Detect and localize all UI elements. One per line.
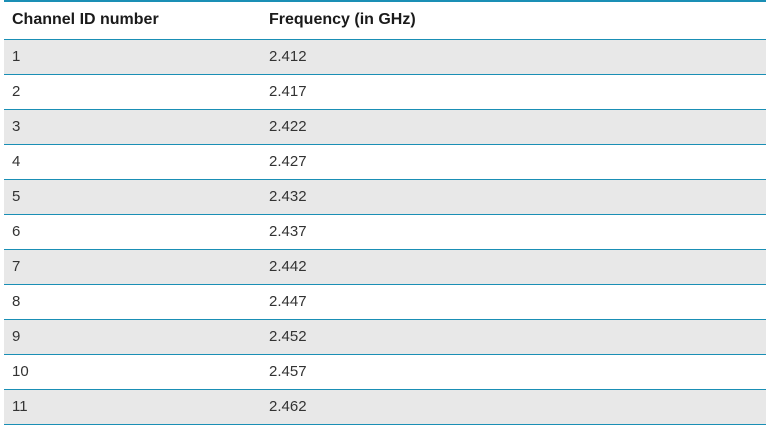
cell-channel-id: 4 (4, 144, 261, 180)
channel-frequency-table: Channel ID number Frequency (in GHz) 1 2… (4, 2, 766, 425)
cell-channel-id: 7 (4, 249, 261, 285)
cell-frequency: 2.412 (261, 39, 766, 75)
cell-frequency: 2.432 (261, 179, 766, 215)
table-body: 1 2.412 2 2.417 3 2.422 4 2.427 5 2.432 … (4, 39, 766, 425)
table-row: 10 2.457 (4, 354, 766, 390)
cell-frequency: 2.427 (261, 144, 766, 180)
header-row: Channel ID number Frequency (in GHz) (4, 2, 766, 40)
cell-channel-id: 2 (4, 74, 261, 110)
cell-frequency: 2.422 (261, 109, 766, 145)
header-frequency: Frequency (in GHz) (261, 2, 766, 40)
cell-channel-id: 8 (4, 284, 261, 320)
table-row: 8 2.447 (4, 284, 766, 320)
table-top-rule (4, 0, 766, 2)
cell-frequency: 2.452 (261, 319, 766, 355)
cell-channel-id: 11 (4, 389, 261, 425)
table-row: 3 2.422 (4, 109, 766, 145)
table-row: 1 2.412 (4, 39, 766, 75)
cell-channel-id: 3 (4, 109, 261, 145)
cell-frequency: 2.462 (261, 389, 766, 425)
cell-frequency: 2.437 (261, 214, 766, 250)
header-channel-id: Channel ID number (4, 2, 261, 40)
cell-channel-id: 1 (4, 39, 261, 75)
cell-channel-id: 5 (4, 179, 261, 215)
cell-channel-id: 6 (4, 214, 261, 250)
cell-frequency: 2.447 (261, 284, 766, 320)
table-row: 6 2.437 (4, 214, 766, 250)
cell-frequency: 2.442 (261, 249, 766, 285)
table-row: 5 2.432 (4, 179, 766, 215)
table-row: 7 2.442 (4, 249, 766, 285)
cell-channel-id: 10 (4, 354, 261, 390)
table-row: 11 2.462 (4, 389, 766, 425)
cell-frequency: 2.457 (261, 354, 766, 390)
channel-frequency-table-container: Channel ID number Frequency (in GHz) 1 2… (4, 0, 766, 425)
table-header: Channel ID number Frequency (in GHz) (4, 2, 766, 40)
table-row: 9 2.452 (4, 319, 766, 355)
table-row: 4 2.427 (4, 144, 766, 180)
cell-frequency: 2.417 (261, 74, 766, 110)
table-row: 2 2.417 (4, 74, 766, 110)
cell-channel-id: 9 (4, 319, 261, 355)
